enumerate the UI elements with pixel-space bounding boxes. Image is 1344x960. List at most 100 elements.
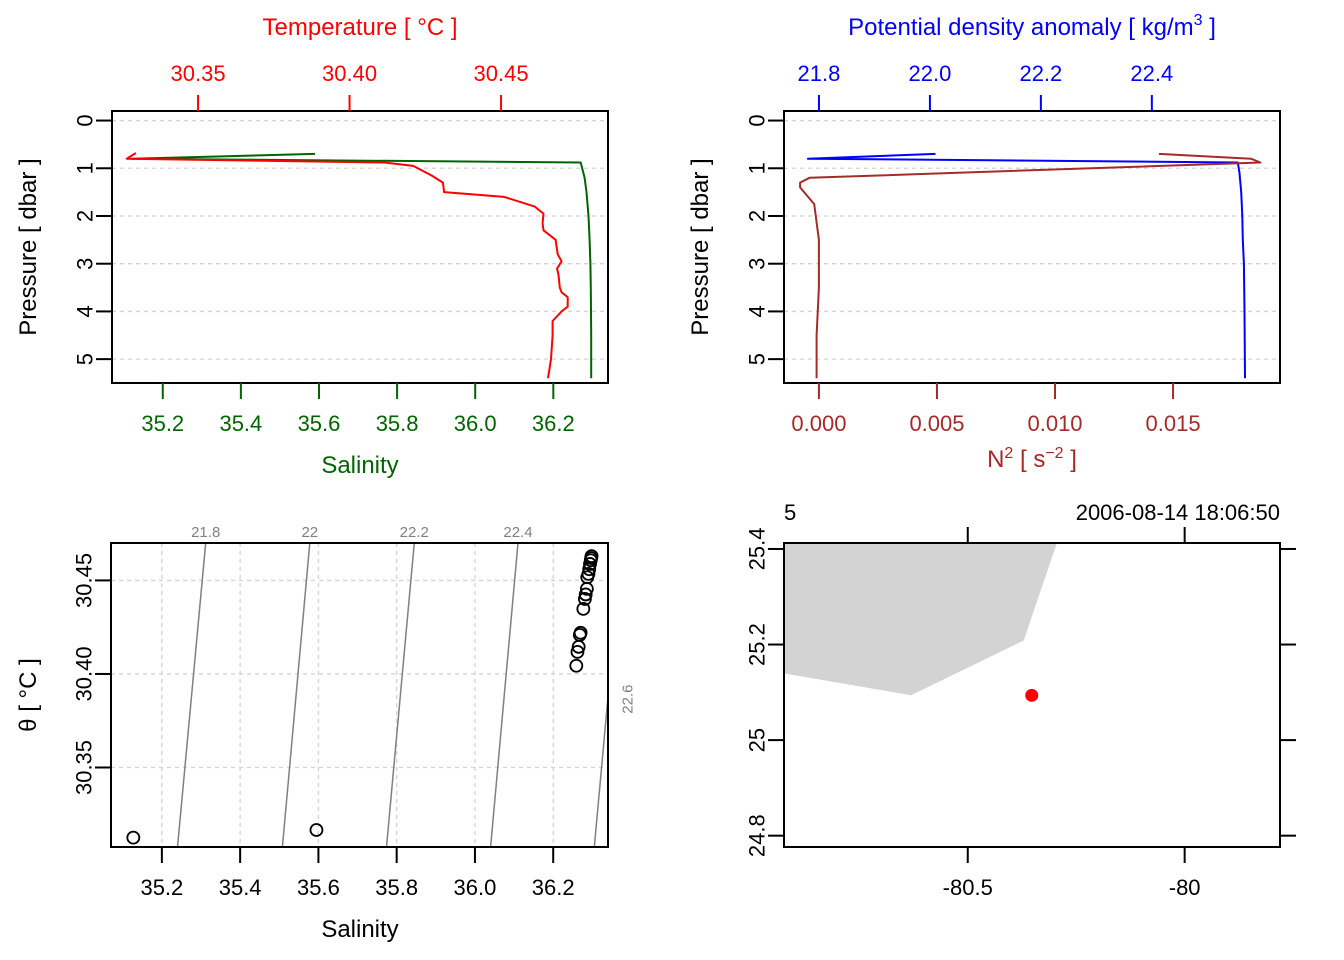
x-tick-label: 36.2	[532, 875, 575, 900]
top-tick-label: 30.35	[171, 61, 226, 86]
y-tick-label: 1	[745, 162, 770, 174]
n2-unit-pre: [ s	[1013, 446, 1045, 473]
x-tick-label: 35.2	[140, 875, 183, 900]
series-line-potential-density-anomaly	[806, 152, 1246, 379]
x-tick-label: 35.4	[219, 875, 262, 900]
series-line-n2	[799, 152, 1262, 379]
top-axis-title: Temperature [ °C ]	[263, 14, 458, 41]
bottom-tick-label: 35.6	[298, 411, 341, 436]
isopycnal-line	[593, 697, 609, 848]
y-tick-label: 25.2	[745, 623, 770, 666]
isopycnal-line	[281, 542, 311, 848]
isopycnal-label: 22.4	[503, 524, 532, 541]
isopycnal-line	[385, 542, 416, 848]
right-axis	[1280, 547, 1296, 837]
ts-point	[576, 601, 591, 616]
n2-unit-sup: −2	[1045, 445, 1063, 462]
x-tick-label: 35.8	[375, 875, 418, 900]
station-layer	[1025, 688, 1039, 702]
grid	[112, 119, 608, 360]
isopycnal-label: 22	[301, 524, 318, 541]
grid	[784, 119, 1280, 360]
bottom-axis: 0.000 0.005 0.010 0.015	[791, 383, 1201, 436]
y-axis: 30.35 30.40 30.45	[72, 553, 111, 795]
series-layer	[799, 152, 1262, 379]
n2-sup: 2	[1004, 445, 1013, 462]
ts-points	[126, 549, 599, 845]
ts-point	[569, 658, 584, 673]
x-axis-title: Salinity	[321, 916, 398, 943]
plot-frame	[783, 110, 1281, 384]
bottom-tick-label: 35.4	[219, 411, 262, 436]
top-tick-label: 30.40	[322, 61, 377, 86]
bottom-axis: 35.2 35.4 35.6 35.8 36.0 36.2	[141, 383, 575, 436]
n2-base: N	[987, 446, 1004, 473]
y-tick-label: 2	[745, 210, 770, 222]
series-layer	[125, 152, 593, 379]
y-axis: 0 1 2 3 4 5	[73, 114, 112, 365]
y-axis-title: Pressure [ dbar ]	[15, 158, 42, 335]
y-tick-label: 1	[73, 162, 98, 174]
ts-point	[584, 549, 599, 563]
isopycnal-label: 22.6	[620, 685, 637, 714]
bottom-tick-label: 0.015	[1146, 411, 1201, 436]
ts-point	[126, 830, 141, 845]
x-tick-label: 36.0	[454, 875, 497, 900]
ts-point	[570, 644, 585, 659]
panel-station-map: 25.4 25.2 25 24.8 -80.5 -80 5 2006-08-14 18:…	[745, 500, 1296, 900]
y-tick-label: 30.40	[72, 646, 97, 701]
top-tick-label: 22.0	[909, 61, 952, 86]
series-line-salinity	[130, 152, 593, 379]
top-axis: 30.35 30.40 30.45	[171, 61, 529, 111]
density-contours: 21.8 22 22.2 22.4 22.6	[176, 524, 637, 848]
plot-frame	[110, 542, 609, 848]
bottom-axis: -80.5 -80	[943, 847, 1201, 900]
bottom-axis-title: N2 [ s−2 ]	[987, 445, 1077, 473]
grid	[111, 543, 608, 847]
y-axis: 25.4 25.2 25 24.8	[745, 528, 784, 857]
top-tick-label: 22.2	[1019, 61, 1062, 86]
bottom-tick-label: 0.010	[1027, 411, 1082, 436]
y-axis-title: Pressure [ dbar ]	[687, 158, 714, 335]
n2-unit-post: ]	[1064, 446, 1077, 473]
bottom-axis-title: Salinity	[321, 452, 398, 479]
y-axis-title: θ [ °C ]	[15, 658, 42, 732]
x-tick-label: -80	[1169, 875, 1201, 900]
bottom-tick-label: 35.2	[141, 411, 184, 436]
bottom-tick-label: 36.2	[532, 411, 575, 436]
top-axis	[966, 527, 1186, 543]
y-tick-label: 24.8	[745, 814, 770, 857]
density-label-post: ]	[1203, 14, 1216, 41]
y-tick-label: 5	[745, 353, 770, 365]
panel-density-n2-profile: 0 1 2 3 4 5 0.000 0.005 0.010 0.015 21.8 22.0 22.2…	[687, 12, 1281, 473]
isopycnal-line	[176, 542, 207, 848]
top-tick-label: 22.4	[1130, 61, 1173, 86]
isopycnal-line	[489, 542, 519, 848]
series-line-temperature	[125, 152, 569, 379]
isopycnal-label: 21.8	[191, 524, 220, 541]
station-marker	[1025, 688, 1039, 702]
y-tick-label: 4	[73, 305, 98, 317]
y-tick-label: 25	[745, 728, 770, 752]
density-label-main: Potential density anomaly [ kg/m	[848, 14, 1194, 41]
ts-point	[309, 823, 324, 837]
station-time-label: 2006-08-14 18:06:50	[1076, 500, 1280, 525]
y-tick-label: 3	[745, 258, 770, 270]
y-tick-label: 0	[73, 114, 98, 126]
y-tick-label: 4	[745, 305, 770, 317]
station-label: 5	[784, 500, 796, 525]
y-axis: 0 1 2 3 4 5	[745, 114, 784, 365]
top-tick-label: 21.8	[798, 61, 841, 86]
y-tick-label: 30.35	[72, 740, 97, 795]
top-axis: 21.8 22.0 22.2 22.4	[798, 61, 1173, 111]
isopycnal-label: 22.2	[400, 524, 429, 541]
top-tick-label: 30.45	[474, 61, 529, 86]
land-polygon	[784, 543, 1057, 696]
plot-frame	[111, 110, 609, 384]
y-tick-label: 0	[745, 114, 770, 126]
bottom-tick-label: 35.8	[376, 411, 419, 436]
top-axis-title: Potential density anomaly [ kg/m3 ]	[848, 12, 1216, 41]
